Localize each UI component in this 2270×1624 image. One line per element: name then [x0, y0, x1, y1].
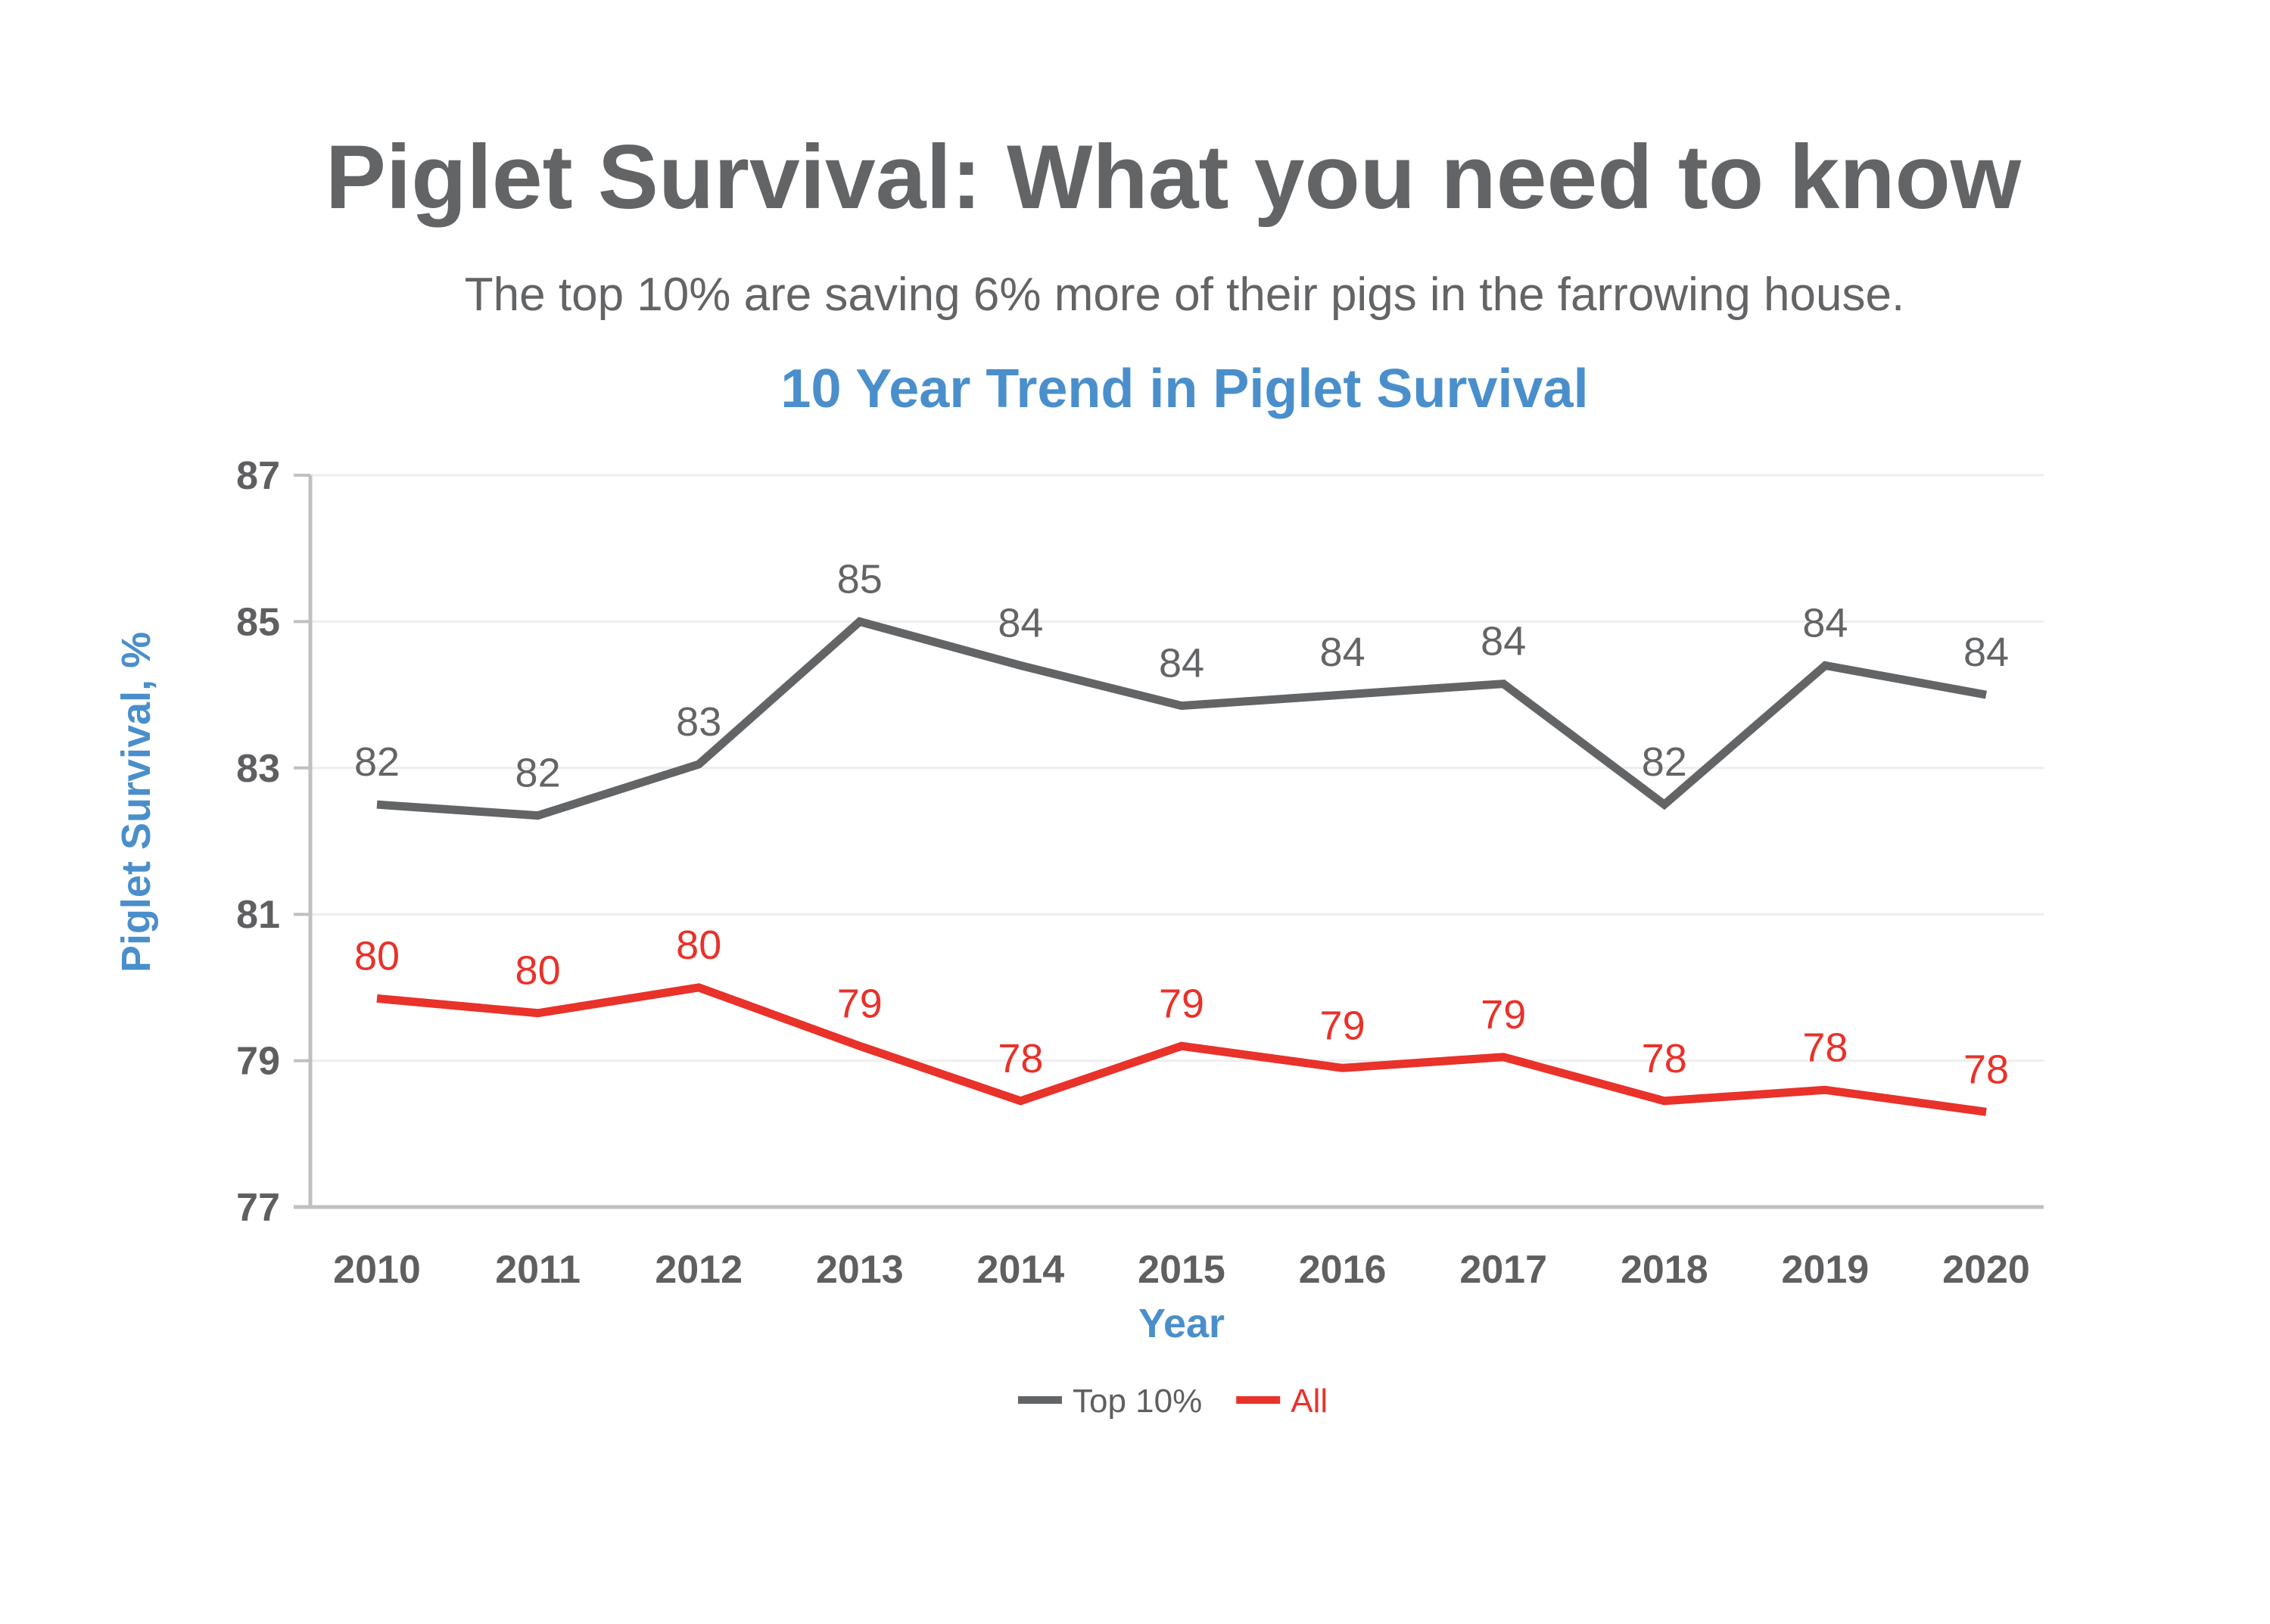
data-label-top-10-2019: 84: [1802, 600, 1848, 646]
page-subtitle: The top 10% are saving 6% more of their …: [465, 269, 1904, 321]
x-tick-label-2013: 2013: [816, 1248, 904, 1292]
data-label-all-2018: 78: [1642, 1036, 1687, 1081]
legend-label-all: All: [1291, 1383, 1328, 1420]
x-tick-label-2019: 2019: [1782, 1248, 1870, 1292]
data-label-top-10-2016: 84: [1320, 630, 1365, 675]
data-label-all-2013: 79: [837, 981, 883, 1026]
x-axis-title: Year: [1138, 1301, 1225, 1346]
x-tick-labels: 2010 2011 2012 2013 2014 2015 2016 2017 2018 2019…: [333, 1248, 2030, 1292]
data-labels: 82 82 83 85 84 84 84 84 82 84 84 80 80 80 79 78 79 79 79 78…: [354, 556, 2009, 1092]
y-tick-label-79: 79: [236, 1040, 280, 1084]
y-tick-label-87: 87: [236, 454, 280, 498]
data-label-top-10-2014: 84: [998, 600, 1043, 646]
x-tick-label-2020: 2020: [1942, 1248, 2030, 1292]
data-label-top-10-2011: 82: [515, 751, 561, 796]
data-label-all-2017: 79: [1481, 992, 1526, 1038]
x-tick-label-2017: 2017: [1459, 1248, 1547, 1292]
data-label-top-10-2015: 84: [1159, 641, 1204, 686]
x-tick-label-2014: 2014: [977, 1248, 1065, 1292]
gridlines: [310, 474, 2044, 1062]
chart-title: 10 Year Trend in Piglet Survival: [780, 359, 1588, 419]
x-tick-label-2012: 2012: [655, 1248, 743, 1292]
data-label-all-2016: 79: [1320, 1003, 1365, 1048]
data-label-top-10-2020: 84: [1963, 630, 2009, 675]
data-label-all-2015: 79: [1159, 981, 1204, 1026]
y-tick-label-83: 83: [236, 747, 280, 791]
data-label-top-10-2012: 83: [676, 699, 721, 745]
data-label-all-2014: 78: [998, 1036, 1043, 1081]
data-label-all-2012: 80: [676, 922, 721, 968]
data-label-top-10-2018: 82: [1642, 739, 1687, 785]
legend-label-top-10: Top 10%: [1073, 1383, 1202, 1420]
data-label-all-2019: 78: [1802, 1025, 1848, 1070]
x-tick-label-2018: 2018: [1621, 1248, 1708, 1292]
series-line-all: [376, 983, 1987, 1116]
page-title: Piglet Survival: What you need to know: [325, 126, 2022, 228]
data-label-all-2010: 80: [354, 933, 400, 978]
data-label-all-2011: 80: [515, 948, 561, 994]
x-tick-label-2015: 2015: [1138, 1248, 1225, 1292]
data-label-top-10-2017: 84: [1481, 619, 1526, 664]
data-label-all-2020: 78: [1963, 1047, 2009, 1092]
x-tick-label-2016: 2016: [1299, 1248, 1387, 1292]
legend: Top 10% All: [1018, 1383, 1328, 1420]
y-tick-label-81: 81: [236, 893, 280, 937]
y-axis-title: Piglet Survival, %: [114, 632, 159, 972]
y-tick-label-85: 85: [236, 600, 280, 644]
data-label-top-10-2010: 82: [354, 739, 400, 785]
y-tick-label-77: 77: [236, 1186, 280, 1230]
y-tick-labels: 77 79 81 83 85 87: [236, 454, 280, 1230]
x-tick-label-2010: 2010: [333, 1248, 421, 1292]
series-lines: [376, 617, 1987, 1116]
axes: [294, 474, 2044, 1209]
x-tick-label-2011: 2011: [495, 1248, 581, 1292]
data-label-top-10-2013: 85: [837, 556, 883, 602]
series-line-top-10: [376, 617, 1987, 820]
